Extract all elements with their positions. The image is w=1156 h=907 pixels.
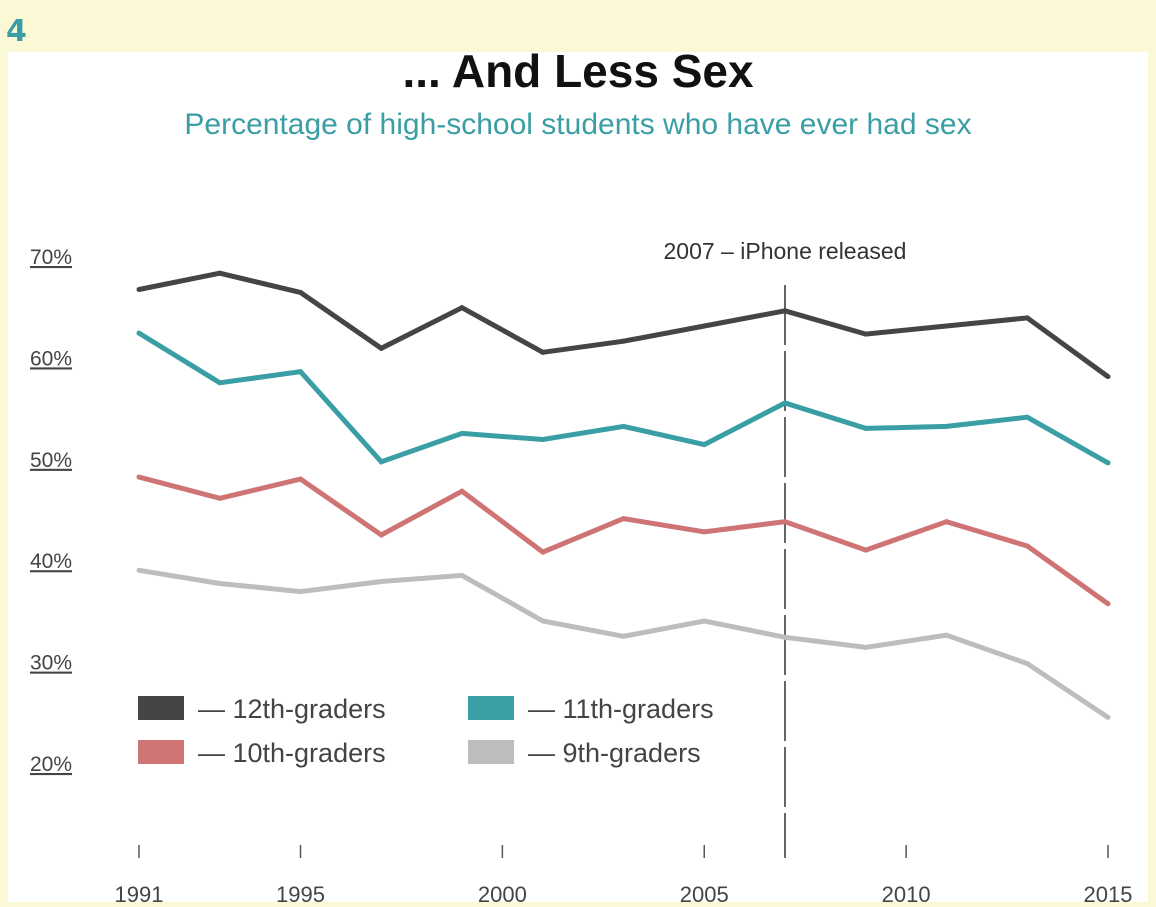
legend-swatch — [138, 740, 184, 764]
data-point — [459, 572, 465, 578]
legend-swatch — [138, 696, 184, 720]
data-point — [298, 589, 303, 595]
data-point — [1105, 460, 1111, 466]
data-point — [459, 488, 465, 494]
legend-label: — 11th-graders — [528, 694, 714, 724]
data-point — [863, 547, 869, 553]
x-tick-label: 1995 — [276, 882, 325, 907]
data-point — [1024, 414, 1030, 420]
data-point — [378, 532, 384, 538]
data-point — [298, 369, 303, 375]
data-point — [944, 632, 949, 638]
data-point — [217, 270, 223, 276]
data-point — [1024, 315, 1030, 321]
y-tick-label: 30% — [30, 652, 72, 675]
x-axis: 1991 1995 2000 2005 2010 2015 — [115, 845, 1133, 907]
data-point — [863, 644, 869, 650]
data-point — [540, 349, 546, 355]
data-point — [944, 423, 949, 429]
data-point — [136, 286, 142, 292]
data-point — [1105, 601, 1111, 607]
y-tick-label: 40% — [30, 550, 72, 573]
x-tick-label: 2005 — [680, 882, 729, 907]
data-point — [701, 442, 707, 448]
x-tick-label: 1991 — [115, 882, 164, 907]
data-point — [1024, 661, 1030, 667]
annotation-layer: 2007 – iPhone released — [664, 238, 907, 858]
data-point — [540, 549, 546, 555]
chart-card — [8, 52, 1148, 902]
data-point — [459, 305, 465, 311]
series-line-3 — [138, 474, 1110, 606]
y-tick-label: 70% — [30, 246, 72, 269]
legend-label: — 10th-graders — [198, 738, 386, 768]
data-point — [378, 578, 384, 584]
data-point — [540, 618, 546, 624]
chart-title: ... And Less Sex — [402, 45, 754, 97]
legend-label: — 12th-graders — [198, 694, 386, 724]
data-point — [217, 380, 223, 386]
data-point — [782, 519, 788, 525]
chart-subtitle: Percentage of high-school students who h… — [184, 108, 972, 141]
data-point — [1105, 714, 1111, 720]
data-point — [378, 459, 384, 465]
data-point — [217, 495, 223, 501]
data-point — [621, 516, 626, 522]
data-point — [136, 330, 142, 336]
x-tick-label: 2010 — [882, 882, 931, 907]
data-point — [298, 290, 303, 296]
series-line-2 — [137, 330, 1110, 466]
data-point — [782, 634, 788, 640]
x-tick-label: 2000 — [478, 882, 527, 907]
data-point — [863, 425, 869, 431]
y-axis: 70% 60% 50% 40% 30% 20% — [30, 246, 72, 776]
data-point — [701, 618, 707, 624]
data-point — [944, 323, 949, 329]
data-point — [621, 423, 626, 429]
annotation-label: 2007 – iPhone released — [664, 238, 907, 264]
data-point — [540, 437, 546, 443]
legend-swatch — [468, 740, 514, 764]
data-point — [1105, 374, 1111, 380]
data-point — [782, 400, 788, 406]
y-tick-label: 50% — [30, 449, 72, 472]
data-point — [701, 323, 707, 329]
data-point — [621, 338, 626, 344]
data-point — [378, 345, 384, 351]
legend-swatch — [468, 696, 514, 720]
data-point — [863, 331, 869, 337]
data-point — [621, 633, 626, 639]
data-point — [944, 519, 949, 525]
legend-label: — 9th-graders — [528, 738, 701, 768]
data-point — [782, 308, 788, 314]
series-line-1 — [138, 270, 1110, 379]
data-point — [136, 567, 142, 573]
y-tick-label: 20% — [30, 753, 72, 776]
y-tick-label: 60% — [30, 347, 72, 370]
data-point — [136, 474, 142, 480]
data-point — [1024, 543, 1030, 549]
legend: — 12th-graders — 11th-graders — 10th-grade… — [138, 694, 714, 768]
data-point — [701, 529, 707, 535]
x-tick-label: 2015 — [1084, 882, 1133, 907]
series-layer — [136, 270, 1111, 720]
slide-number: 4 — [6, 14, 27, 49]
data-point — [459, 430, 465, 436]
data-point — [298, 476, 303, 482]
data-point — [217, 581, 223, 587]
